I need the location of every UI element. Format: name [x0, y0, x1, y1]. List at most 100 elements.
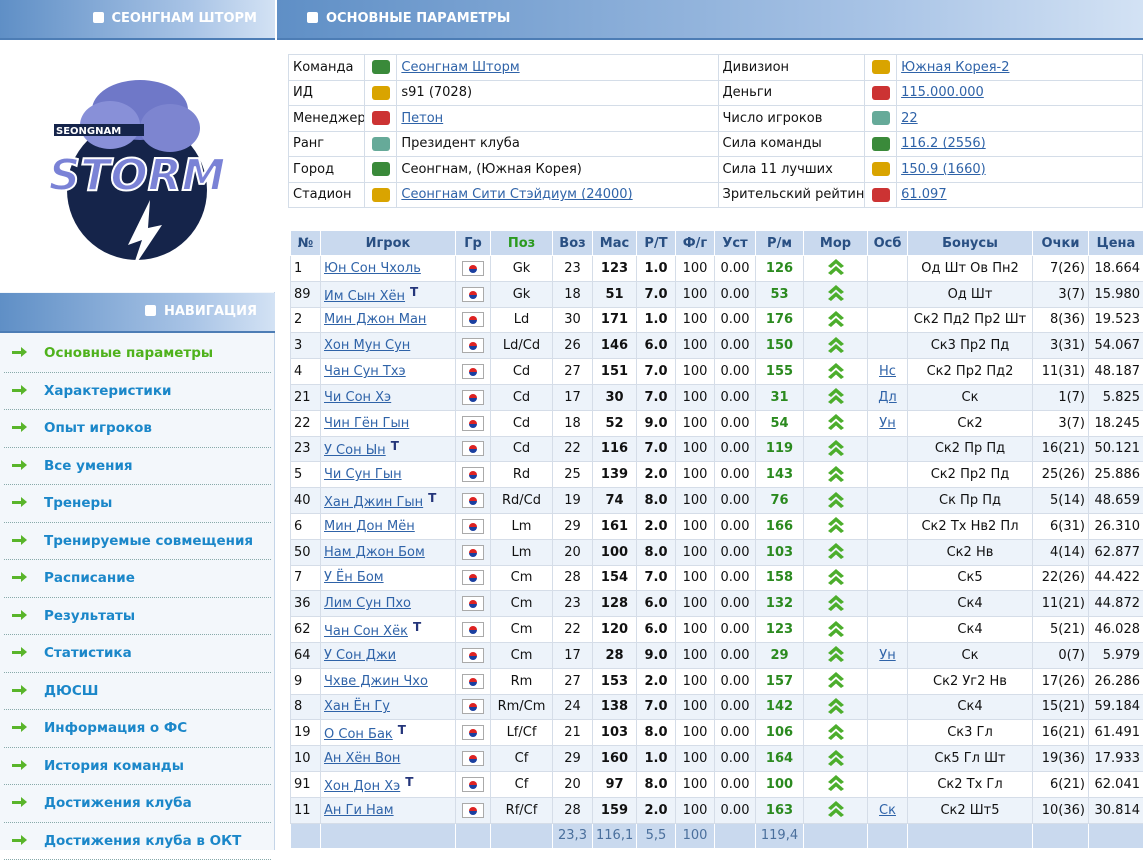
nav-link[interactable]: Тренируемые совмещения	[44, 533, 253, 549]
player-name[interactable]: Чан Сон Хёк	[324, 624, 408, 639]
player-name[interactable]: Чан Сун Тхэ	[324, 364, 406, 379]
player-name[interactable]: У Сон Джи	[324, 648, 396, 663]
info-link[interactable]: 116.2 (2556)	[901, 136, 986, 151]
osb[interactable]: Нс	[879, 364, 896, 379]
fg: 100	[683, 570, 708, 585]
mas: 139	[601, 467, 628, 482]
column-header[interactable]: Мас	[593, 231, 637, 256]
nav-link[interactable]: ДЮСШ	[44, 683, 98, 699]
nav-item[interactable]: Достижения клуба в ОКТ	[4, 823, 271, 860]
cell	[804, 797, 868, 823]
nav-item[interactable]: Опыт игроков	[4, 410, 271, 448]
info-link[interactable]: 22	[901, 111, 918, 126]
info-link[interactable]: 115.000.000	[901, 85, 984, 100]
column-header[interactable]: Гр	[456, 231, 491, 256]
nav-item[interactable]: Основные параметры	[4, 335, 271, 373]
info-link[interactable]: Сеонгнам Шторм	[401, 60, 519, 75]
rt: 8.0	[644, 545, 667, 560]
no: 8	[294, 699, 302, 714]
player-name[interactable]: Хон Мун Сун	[324, 338, 410, 353]
no: 91	[294, 777, 311, 792]
nav-item[interactable]: Результаты	[4, 598, 271, 636]
column-header[interactable]: Воз	[553, 231, 593, 256]
player-name[interactable]: Чин Гён Гын	[324, 416, 409, 431]
ust: 0.00	[721, 725, 750, 740]
player-name[interactable]: Юн Сон Чхоль	[324, 261, 421, 276]
osb[interactable]: Ск	[879, 803, 896, 818]
column-header[interactable]: Цена	[1089, 231, 1143, 256]
info-link[interactable]: 61.097	[901, 187, 947, 202]
ust: 0.00	[721, 493, 750, 508]
player-name[interactable]: Лим Сун Пхо	[324, 596, 411, 611]
cell	[804, 359, 868, 385]
no: 4	[294, 364, 302, 379]
player-name[interactable]: Мин Джон Ман	[324, 312, 426, 327]
nav-item[interactable]: Расписание	[4, 560, 271, 598]
column-header[interactable]: Ф/г	[676, 231, 715, 256]
nav-link[interactable]: Достижения клуба	[44, 795, 192, 811]
nav-item[interactable]: Информация о ФС	[4, 710, 271, 748]
nav-item[interactable]: Статистика	[4, 635, 271, 673]
column-header[interactable]: Бонусы	[908, 231, 1033, 256]
column-header[interactable]: Р/м	[756, 231, 804, 256]
column-header[interactable]: Уст	[715, 231, 756, 256]
cell	[868, 513, 908, 539]
column-header[interactable]: Р/Т	[637, 231, 676, 256]
nav-item[interactable]: Тренируемые совмещения	[4, 523, 271, 561]
column-header[interactable]: Игрок	[321, 231, 456, 256]
cell	[456, 746, 491, 772]
column-header[interactable]: Осб	[868, 231, 908, 256]
player-name[interactable]: О Сон Бак	[324, 727, 393, 742]
player-name[interactable]: Чи Сун Гын	[324, 467, 402, 482]
info-link[interactable]: Сеонгнам Сити Стэйдиум (24000)	[401, 187, 632, 202]
column-header[interactable]: Поз	[491, 231, 553, 256]
osb[interactable]: Дл	[878, 390, 896, 405]
column-header[interactable]: Очки	[1033, 231, 1089, 256]
cell: 61.491	[1089, 720, 1143, 746]
info-link[interactable]: Петон	[401, 111, 443, 126]
nav-link[interactable]: Статистика	[44, 645, 132, 661]
player-name[interactable]: Хан Ён Гу	[324, 699, 390, 714]
player-name[interactable]: Им Сын Хён	[324, 289, 405, 304]
nav-link[interactable]: Все умения	[44, 458, 133, 474]
nav-link[interactable]: Основные параметры	[44, 345, 213, 361]
player-name[interactable]: У Ён Бом	[324, 570, 384, 585]
nav-item[interactable]: Характеристики	[4, 373, 271, 411]
nav-item[interactable]: История команды	[4, 748, 271, 786]
column-header[interactable]: Мор	[804, 231, 868, 256]
player-name[interactable]: Чи Сон Хэ	[324, 390, 391, 405]
team-header-text: СЕОНГНАМ ШТОРМ	[112, 11, 257, 26]
player-name[interactable]: Хон Дон Хэ	[324, 779, 400, 794]
info-link[interactable]: Южная Корея-2	[901, 60, 1009, 75]
nav-link[interactable]: Опыт игроков	[44, 420, 152, 436]
osb[interactable]: Ун	[879, 648, 895, 663]
nav-link[interactable]: История команды	[44, 758, 184, 774]
player-name[interactable]: Чхве Джин Чхо	[324, 674, 428, 689]
info-link[interactable]: 150.9 (1660)	[901, 162, 986, 177]
nav-item[interactable]: Тренеры	[4, 485, 271, 523]
player-name[interactable]: Мин Дон Мён	[324, 519, 415, 534]
rt: 1.0	[644, 312, 667, 327]
player-name[interactable]: Ан Ги Нам	[324, 803, 394, 818]
nav-item[interactable]: Достижения клуба	[4, 785, 271, 823]
osb[interactable]: Ун	[879, 416, 895, 431]
player-name[interactable]: Ан Хён Вон	[324, 751, 400, 766]
column-header[interactable]: №	[291, 231, 321, 256]
nav-link[interactable]: Достижения клуба в ОКТ	[44, 833, 241, 849]
player-name[interactable]: Нам Джон Бом	[324, 545, 425, 560]
nav-link[interactable]: Расписание	[44, 570, 135, 586]
nav-link[interactable]: Характеристики	[44, 383, 171, 399]
bonus: Ск	[962, 390, 979, 405]
pos: Rm	[511, 674, 533, 689]
nav-link[interactable]: Результаты	[44, 608, 135, 624]
cell: 0.00	[715, 333, 756, 359]
cell: 18.245	[1089, 410, 1143, 436]
nav-link[interactable]: Тренеры	[44, 495, 112, 511]
logo-top-text: SEONGNAM	[56, 126, 121, 137]
player-name[interactable]: Хан Джин Гын	[324, 495, 423, 510]
nav-item[interactable]: ДЮСШ	[4, 673, 271, 711]
nav-link[interactable]: Информация о ФС	[44, 720, 187, 736]
nav-item[interactable]: Все умения	[4, 448, 271, 486]
cell: 0.00	[715, 746, 756, 772]
player-name[interactable]: У Сон Ын	[324, 443, 386, 458]
